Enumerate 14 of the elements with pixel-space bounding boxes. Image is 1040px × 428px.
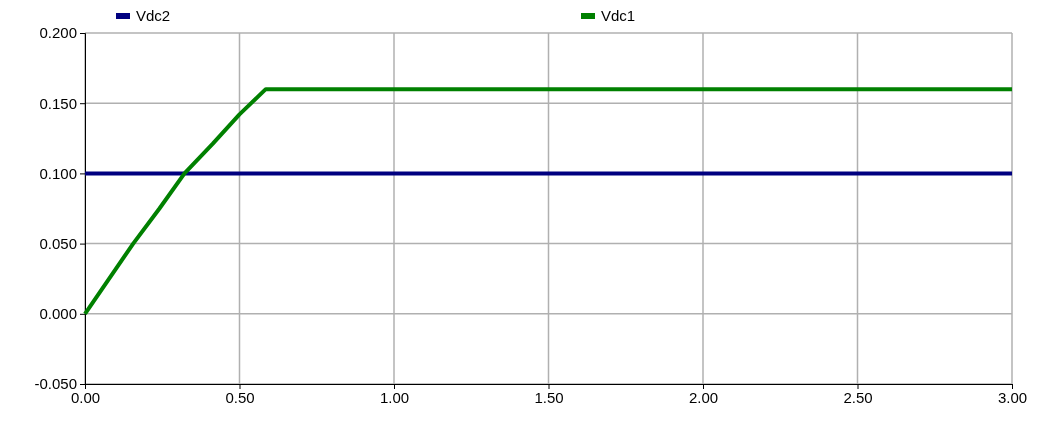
x-tick-label: 2.00 <box>688 388 719 406</box>
y-tick-label: 0.150 <box>39 94 77 112</box>
y-tick-label: 0.200 <box>39 24 77 42</box>
x-tick-label: 1.00 <box>379 388 410 406</box>
y-tick-label: 0.000 <box>39 305 77 323</box>
y-tick-label: 0.050 <box>39 234 77 252</box>
legend-label: Vdc1 <box>601 7 636 24</box>
y-tick-label: 0.100 <box>39 164 77 182</box>
x-tick-label: 0.50 <box>225 388 255 406</box>
legend-label: Vdc2 <box>136 7 171 24</box>
line-series <box>83 87 1014 316</box>
x-tick-label: 1.50 <box>534 388 564 406</box>
x-tick-label: 3.00 <box>997 388 1028 406</box>
x-tick-label: 2.50 <box>843 388 873 406</box>
